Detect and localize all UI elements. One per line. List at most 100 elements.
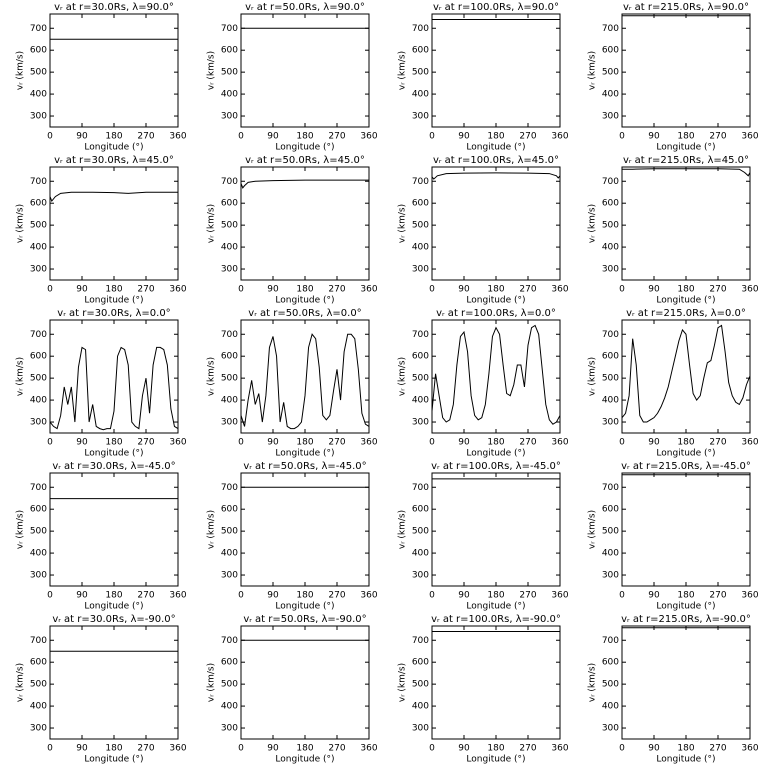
y-tick-label: 500 — [221, 680, 238, 690]
plot-frame — [240, 625, 370, 740]
x-tick-label: 180 — [487, 132, 504, 142]
x-axis-label: Longitude (°) — [84, 602, 143, 612]
plot-frame — [431, 13, 561, 128]
y-tick-label: 300 — [602, 112, 619, 122]
x-tick-label: 90 — [76, 744, 88, 754]
y-axis-label: vᵣ (km/s) — [398, 663, 408, 702]
x-axis-label: Longitude (°) — [84, 296, 143, 306]
y-tick-label: 400 — [30, 396, 47, 406]
plot-frame — [431, 625, 561, 740]
y-tick-label: 600 — [221, 658, 238, 668]
y-tick-label: 700 — [602, 636, 619, 646]
x-tick-label: 0 — [619, 591, 625, 601]
chart-title: vᵣ at r=215.0Rs, λ=90.0° — [623, 2, 749, 13]
y-tick-label: 700 — [412, 177, 429, 187]
y-tick-label: 300 — [412, 571, 429, 581]
x-tick-label: 180 — [105, 285, 122, 295]
y-tick-label: 400 — [602, 90, 619, 100]
panel: vᵣ at r=215.0Rs, λ=-45.0° Longitude (°) vᵣ… — [588, 461, 759, 612]
x-tick-label: 180 — [487, 744, 504, 754]
y-tick-label: 500 — [602, 68, 619, 78]
x-tick-label: 270 — [328, 744, 345, 754]
chart-title: vᵣ at r=30.0Rs, λ=90.0° — [54, 2, 174, 13]
y-tick-label: 700 — [412, 483, 429, 493]
x-axis-label: Longitude (°) — [275, 143, 334, 153]
chart-title: vᵣ at r=30.0Rs, λ=-90.0° — [52, 614, 175, 625]
chart-title: vᵣ at r=50.0Rs, λ=90.0° — [245, 2, 365, 13]
panel: vᵣ at r=50.0Rs, λ=-90.0° Longitude (°) vᵣ … — [207, 614, 378, 765]
x-tick-label: 0 — [238, 591, 244, 601]
x-tick-label: 270 — [519, 744, 536, 754]
y-tick-label: 600 — [412, 199, 429, 209]
x-tick-label: 0 — [238, 744, 244, 754]
x-tick-label: 360 — [169, 744, 186, 754]
x-tick-label: 0 — [619, 132, 625, 142]
data-line — [431, 172, 561, 180]
x-tick-label: 0 — [47, 744, 53, 754]
y-tick-label: 700 — [602, 330, 619, 340]
x-tick-label: 360 — [741, 438, 758, 448]
x-tick-label: 270 — [709, 744, 726, 754]
y-axis-label: vᵣ (km/s) — [588, 663, 598, 702]
y-tick-label: 700 — [221, 24, 238, 34]
x-axis-label: Longitude (°) — [656, 602, 715, 612]
data-line — [621, 324, 751, 423]
x-axis-label: Longitude (°) — [656, 755, 715, 765]
x-tick-label: 270 — [519, 132, 536, 142]
y-axis-label: vᵣ (km/s) — [16, 663, 26, 702]
x-tick-label: 90 — [458, 438, 470, 448]
y-tick-label: 500 — [602, 680, 619, 690]
x-tick-label: 360 — [741, 285, 758, 295]
chart-title: vᵣ at r=215.0Rs, λ=-90.0° — [621, 614, 751, 625]
x-tick-label: 270 — [519, 438, 536, 448]
y-tick-label: 700 — [30, 483, 47, 493]
y-tick-label: 400 — [602, 243, 619, 253]
y-tick-label: 400 — [602, 396, 619, 406]
x-tick-label: 360 — [551, 285, 568, 295]
x-tick-label: 0 — [238, 438, 244, 448]
x-tick-label: 0 — [47, 591, 53, 601]
y-tick-label: 700 — [221, 636, 238, 646]
y-axis-label: vᵣ (km/s) — [398, 510, 408, 549]
x-tick-label: 270 — [328, 591, 345, 601]
y-tick-label: 700 — [221, 330, 238, 340]
y-tick-label: 600 — [602, 46, 619, 56]
x-tick-label: 90 — [648, 744, 660, 754]
panel: vᵣ at r=50.0Rs, λ=90.0° Longitude (°) vᵣ (… — [207, 2, 378, 153]
x-tick-label: 270 — [328, 438, 345, 448]
chart-title: vᵣ at r=100.0Rs, λ=90.0° — [433, 2, 559, 13]
panel: vᵣ at r=215.0Rs, λ=0.0° Longitude (°) vᵣ (… — [588, 308, 759, 459]
plot-frame — [621, 472, 751, 587]
y-tick-label: 500 — [412, 68, 429, 78]
x-tick-label: 360 — [169, 591, 186, 601]
y-tick-label: 300 — [602, 571, 619, 581]
x-tick-label: 0 — [47, 285, 53, 295]
y-tick-label: 700 — [221, 177, 238, 187]
y-tick-label: 500 — [30, 680, 47, 690]
y-axis-label: vᵣ (km/s) — [588, 51, 598, 90]
x-tick-label: 90 — [267, 744, 279, 754]
y-tick-label: 700 — [30, 636, 47, 646]
y-tick-label: 300 — [30, 265, 47, 275]
panel: vᵣ at r=100.0Rs, λ=90.0° Longitude (°) vᵣ … — [398, 2, 569, 153]
x-tick-label: 90 — [76, 438, 88, 448]
x-tick-label: 270 — [137, 132, 154, 142]
y-tick-label: 300 — [412, 418, 429, 428]
x-axis-label: Longitude (°) — [275, 449, 334, 459]
x-tick-label: 90 — [458, 744, 470, 754]
y-tick-label: 500 — [30, 68, 47, 78]
panel: vᵣ at r=215.0Rs, λ=90.0° Longitude (°) vᵣ … — [588, 2, 759, 153]
data-line — [49, 191, 178, 202]
y-tick-label: 400 — [602, 702, 619, 712]
y-axis-label: vᵣ (km/s) — [398, 204, 408, 243]
x-tick-label: 180 — [296, 744, 313, 754]
x-tick-label: 90 — [267, 132, 279, 142]
y-axis-label: vᵣ (km/s) — [588, 204, 598, 243]
x-tick-label: 90 — [76, 285, 88, 295]
y-tick-label: 500 — [412, 221, 429, 231]
chart-title: vᵣ at r=100.0Rs, λ=-45.0° — [431, 461, 561, 472]
x-tick-label: 270 — [709, 438, 726, 448]
y-axis-label: vᵣ (km/s) — [588, 357, 598, 396]
y-tick-label: 300 — [602, 418, 619, 428]
